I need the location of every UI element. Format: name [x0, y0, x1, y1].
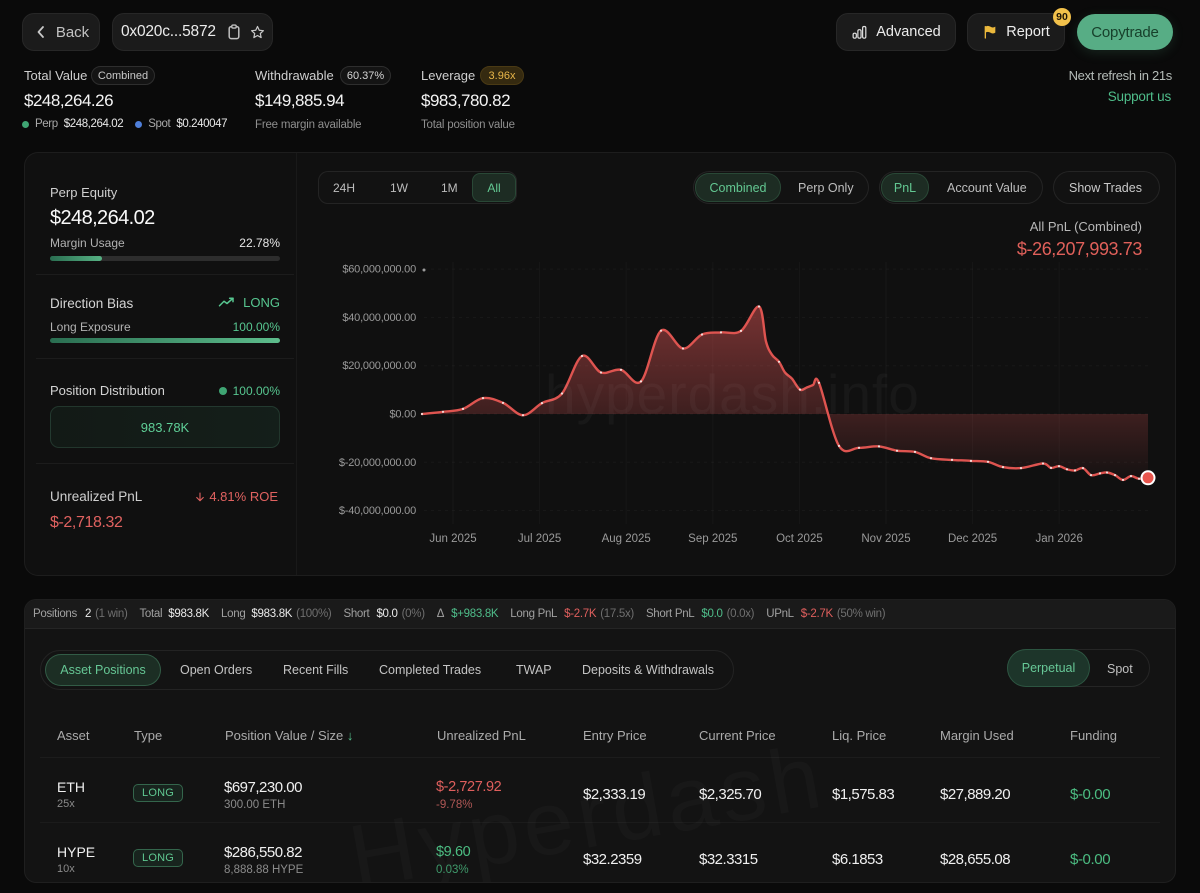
svg-text:Dec 2025: Dec 2025	[948, 533, 997, 545]
svg-text:$-20,000,000.00: $-20,000,000.00	[339, 457, 416, 469]
svg-text:$-40,000,000.00: $-40,000,000.00	[339, 505, 416, 517]
svg-text:Jul 2025: Jul 2025	[518, 533, 561, 545]
svg-text:Jun 2025: Jun 2025	[429, 533, 476, 545]
svg-text:$20,000,000.00: $20,000,000.00	[342, 360, 416, 372]
svg-text:$0.00: $0.00	[389, 409, 416, 421]
svg-text:Jan 2026: Jan 2026	[1036, 533, 1083, 545]
svg-text:$60,000,000.00: $60,000,000.00	[342, 264, 416, 276]
svg-text:$40,000,000.00: $40,000,000.00	[342, 312, 416, 324]
svg-text:Oct 2025: Oct 2025	[776, 533, 823, 545]
svg-text:Nov 2025: Nov 2025	[861, 533, 910, 545]
svg-text:Sep 2025: Sep 2025	[688, 533, 737, 545]
svg-text:Aug 2025: Aug 2025	[602, 533, 651, 545]
